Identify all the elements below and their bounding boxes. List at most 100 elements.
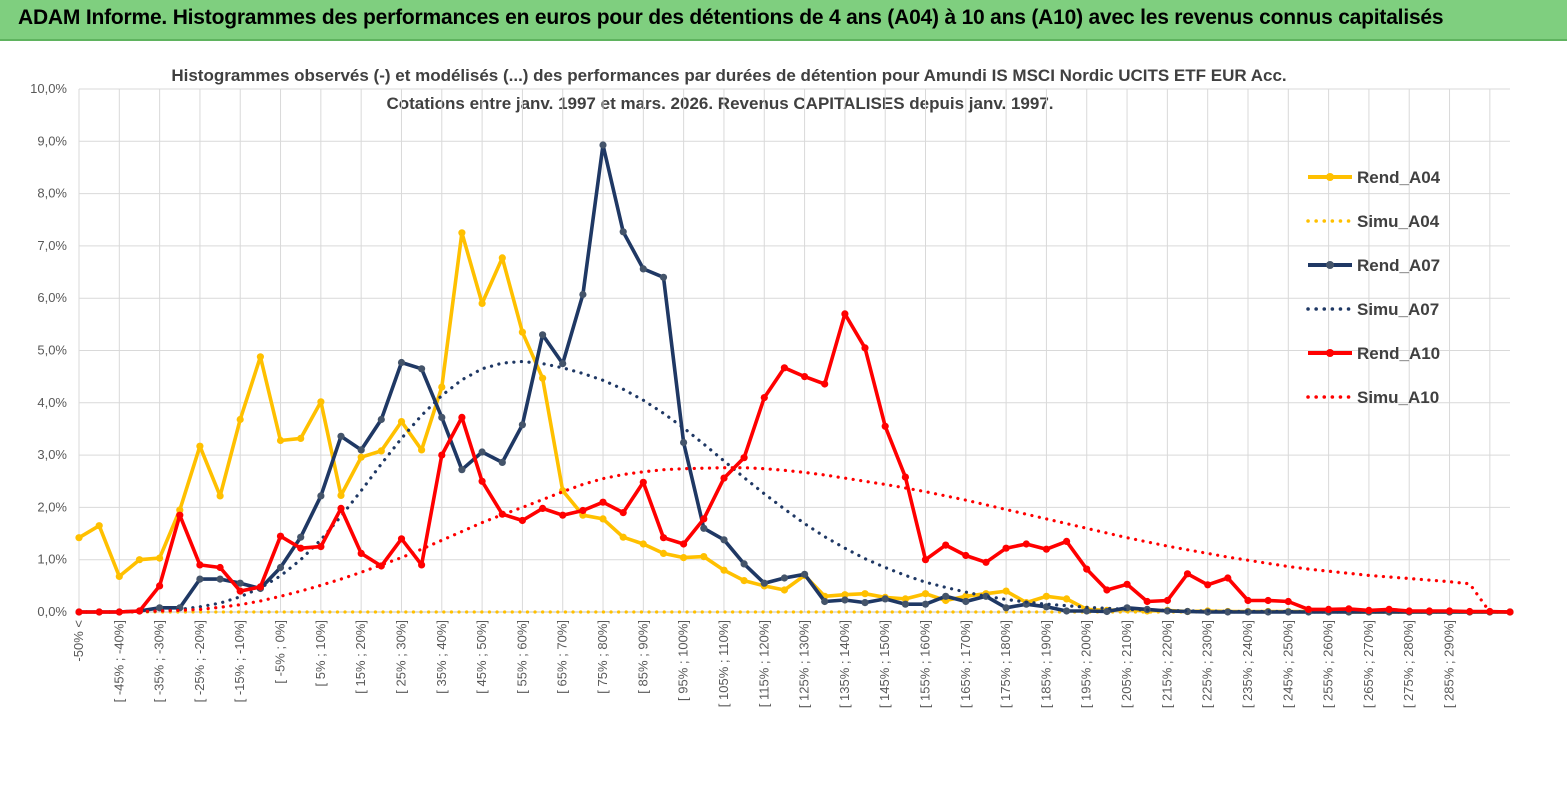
x-tick-label: [ 15% ; 20%] (353, 620, 368, 694)
series-line-simu-a07 (77, 359, 1512, 614)
data-point-rend-a07 (982, 592, 990, 600)
data-point-rend-a07 (841, 596, 849, 604)
data-point-rend-a10 (1042, 545, 1050, 553)
data-point-rend-a07 (357, 446, 365, 454)
data-point-rend-a07 (1284, 608, 1292, 616)
data-point-rend-a10 (418, 561, 426, 569)
y-tick-label: 0,0% (37, 604, 67, 619)
data-point-rend-a07 (599, 141, 607, 149)
chart-frame: Histogrammes observés (-) et modélisés (… (0, 41, 1567, 789)
legend-marker-rend-a07 (1326, 261, 1334, 269)
data-point-rend-a10 (1123, 580, 1131, 588)
data-point-rend-a04 (458, 229, 466, 237)
data-point-rend-a04 (236, 415, 244, 424)
x-tick-label: [ 135% ; 140%] (837, 620, 852, 708)
data-point-rend-a07 (760, 579, 768, 587)
data-point-rend-a07 (579, 290, 587, 299)
data-point-rend-a07 (1224, 608, 1232, 616)
data-point-rend-a10 (962, 551, 970, 560)
data-point-rend-a10 (1163, 596, 1171, 605)
x-tick-label: [ 115% ; 120%] (756, 620, 771, 707)
data-point-rend-a07 (801, 570, 809, 578)
data-point-rend-a10 (982, 558, 990, 566)
data-point-rend-a07 (740, 560, 748, 568)
data-point-rend-a10 (297, 544, 305, 552)
x-tick-label: [ 205% ; 210%] (1119, 620, 1134, 708)
data-point-rend-a07 (276, 563, 285, 572)
data-point-rend-a07 (418, 365, 426, 373)
data-point-rend-a04 (337, 491, 345, 499)
data-point-rend-a04 (901, 595, 910, 603)
data-point-rend-a10 (579, 506, 587, 515)
data-point-rend-a10 (357, 549, 365, 557)
legend-marker-rend-a10 (1326, 349, 1334, 357)
histogram-chart: Histogrammes observés (-) et modélisés (… (0, 41, 1567, 789)
data-point-rend-a04 (95, 522, 103, 530)
data-point-rend-a10 (95, 608, 103, 616)
data-point-rend-a10 (1466, 607, 1474, 616)
y-axis-ticks: 0,0% 1,0% 2,0% 3,0% 4,0% 5,0% 6,0% 7,0% 8,0% 9,0%… (30, 81, 67, 619)
data-point-rend-a10 (1506, 608, 1514, 616)
data-point-rend-a04 (317, 398, 325, 406)
data-point-rend-a10 (539, 504, 547, 512)
x-tick-label: [ -45% ; -40%] (111, 620, 126, 702)
data-point-rend-a07 (397, 358, 406, 367)
data-point-rend-a10 (780, 364, 789, 372)
data-point-rend-a07 (297, 533, 305, 541)
x-tick-label: [ 245% ; 250%] (1280, 620, 1295, 708)
legend: Rend_A04 Simu_A04 Rend_A07 Simu_A07 Rend_A10… (1306, 168, 1441, 407)
data-point-rend-a04 (518, 328, 527, 336)
data-point-rend-a04 (921, 590, 930, 598)
x-tick-label: [ 215% ; 220%] (1159, 620, 1174, 708)
y-tick-label: 8,0% (37, 186, 67, 201)
data-point-rend-a10 (156, 582, 164, 590)
data-point-rend-a07 (559, 360, 567, 368)
data-point-rend-a04 (297, 434, 305, 442)
data-point-rend-a07 (317, 492, 325, 500)
data-point-rend-a10 (720, 474, 728, 482)
data-point-rend-a07 (216, 575, 224, 583)
data-point-rend-a10 (256, 583, 264, 591)
data-point-rend-a07 (196, 575, 204, 583)
data-point-rend-a04 (1002, 587, 1010, 595)
x-tick-label: [ 5% ; 10%] (313, 620, 328, 686)
x-tick-label: [ 165% ; 170%] (958, 620, 973, 708)
x-tick-label: [ -25% ; -20%] (192, 620, 207, 702)
x-tick-label: [ 65% ; 70%] (555, 620, 570, 694)
data-point-rend-a04 (276, 436, 285, 445)
data-point-rend-a10 (821, 380, 829, 388)
report-title: ADAM Informe. Histogrammes des performan… (18, 6, 1444, 29)
report-banner: ADAM Informe. Histogrammes des performan… (0, 0, 1567, 41)
data-point-rend-a10 (700, 515, 708, 523)
data-point-rend-a10 (1304, 605, 1313, 614)
legend-label-rend-a04: Rend_A04 (1357, 168, 1441, 187)
x-tick-label: [ 225% ; 230%] (1200, 620, 1215, 708)
data-point-rend-a07 (1022, 600, 1030, 608)
y-tick-label: 9,0% (37, 133, 67, 148)
data-point-rend-a04 (619, 533, 627, 541)
data-point-rend-a07 (901, 600, 910, 608)
data-point-rend-a10 (438, 451, 446, 459)
data-point-rend-a04 (216, 492, 224, 500)
data-point-rend-a07 (639, 265, 647, 273)
chart-title-line1: Histogrammes observés (-) et modélisés (… (171, 66, 1286, 85)
data-point-rend-a04 (438, 383, 446, 391)
data-point-rend-a10 (1425, 607, 1433, 615)
data-point-rend-a10 (599, 498, 607, 506)
x-tick-label: [ 195% ; 200%] (1079, 620, 1094, 708)
data-point-rend-a10 (458, 413, 466, 421)
data-point-rend-a10 (861, 344, 869, 352)
legend-label-simu-a10: Simu_A10 (1357, 388, 1439, 407)
data-point-rend-a07 (438, 413, 446, 421)
data-point-rend-a10 (1143, 597, 1151, 606)
data-point-rend-a10 (1345, 605, 1353, 613)
data-point-rend-a04 (841, 591, 849, 599)
x-tick-label: [ 285% ; 290%] (1442, 620, 1457, 708)
data-point-rend-a07 (659, 273, 668, 281)
data-point-rend-a04 (418, 446, 426, 454)
x-tick-label: [ 45% ; 50%] (474, 620, 489, 694)
data-point-rend-a04 (740, 577, 748, 585)
x-tick-label: [ 105% ; 110%] (716, 620, 731, 707)
data-point-rend-a07 (700, 524, 708, 532)
x-tick-label: [ 145% ; 150%] (877, 620, 892, 708)
